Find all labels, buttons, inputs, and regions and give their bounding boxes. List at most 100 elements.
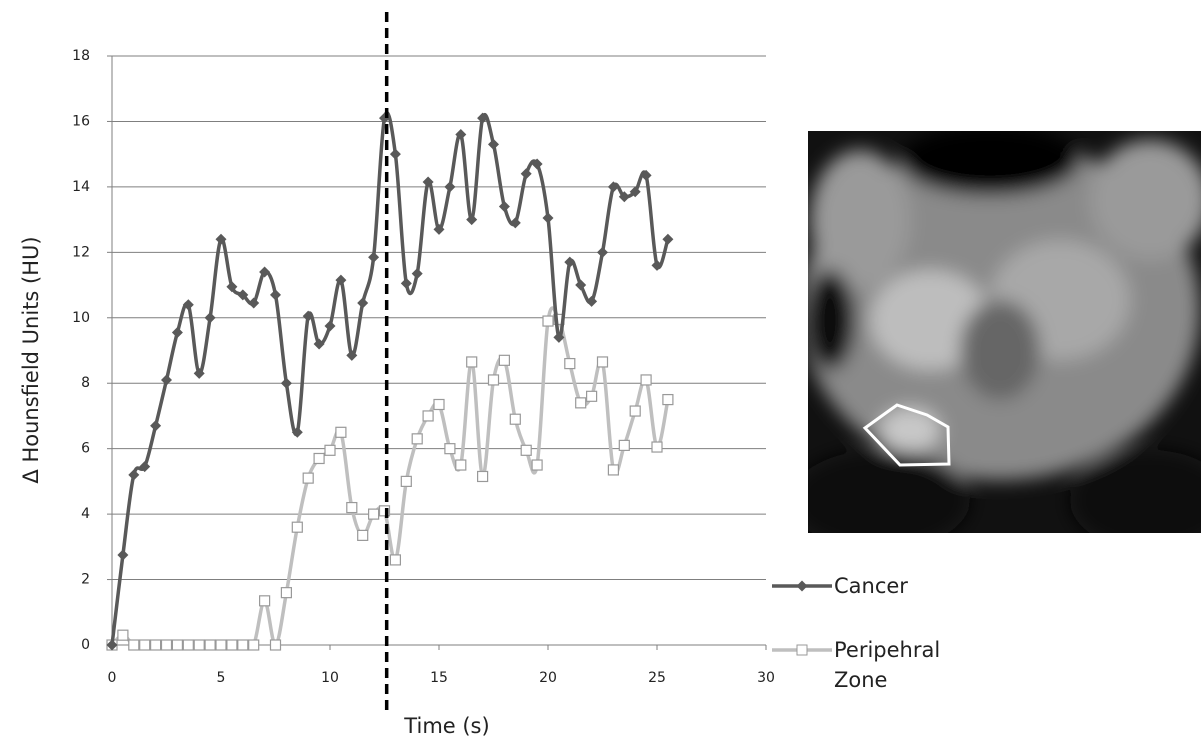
marker <box>467 357 477 367</box>
marker <box>412 434 422 444</box>
x-axis-label: Time (s) <box>403 714 489 738</box>
y-tick-label: 10 <box>72 310 90 326</box>
marker <box>314 453 324 463</box>
marker <box>336 427 346 437</box>
marker <box>128 469 139 480</box>
marker <box>216 640 226 650</box>
marker <box>281 378 292 389</box>
marker <box>172 640 182 650</box>
marker <box>117 550 128 561</box>
marker <box>598 357 608 367</box>
marker <box>369 509 379 519</box>
marker <box>390 555 400 565</box>
marker <box>412 268 423 279</box>
marker <box>510 414 520 424</box>
marker <box>205 312 216 323</box>
marker <box>172 327 183 338</box>
marker <box>641 375 651 385</box>
marker <box>489 375 499 385</box>
marker <box>358 530 368 540</box>
x-tick-label: 5 <box>217 670 226 686</box>
marker <box>270 289 281 300</box>
y-tick-label: 4 <box>81 506 90 522</box>
marker <box>390 149 401 160</box>
marker <box>576 398 586 408</box>
x-tick-label: 10 <box>321 670 339 686</box>
marker <box>140 640 150 650</box>
marker <box>575 280 586 291</box>
marker <box>445 444 455 454</box>
y-tick-label: 18 <box>72 48 90 64</box>
x-tick-label: 20 <box>539 670 557 686</box>
marker <box>303 473 313 483</box>
legend-label: Cancer <box>834 571 964 601</box>
x-tick-label: 15 <box>430 670 448 686</box>
x-tick-label: 30 <box>757 670 775 686</box>
chart: Time (s) Δ Hounsfield Units (HU) 0 2 4 6 8 10… <box>0 0 1201 742</box>
marker <box>543 316 553 326</box>
marker <box>521 168 532 179</box>
marker <box>347 503 357 513</box>
marker <box>150 420 161 431</box>
marker <box>357 298 368 309</box>
marker <box>662 234 673 245</box>
marker <box>401 278 412 289</box>
y-tick-label: 16 <box>72 113 90 129</box>
marker <box>478 471 488 481</box>
marker <box>194 640 204 650</box>
marker <box>444 181 455 192</box>
marker <box>532 460 542 470</box>
marker <box>521 445 531 455</box>
marker <box>183 640 193 650</box>
marker <box>227 640 237 650</box>
ct-image <box>790 125 1201 550</box>
marker <box>488 139 499 150</box>
marker <box>597 247 608 258</box>
marker <box>587 391 597 401</box>
page: Time (s) Δ Hounsfield Units (HU) 0 2 4 6 8 10… <box>0 0 1201 742</box>
marker <box>325 445 335 455</box>
y-tick-label: 2 <box>81 572 90 588</box>
marker <box>565 359 575 369</box>
marker <box>608 465 618 475</box>
marker <box>663 395 673 405</box>
marker <box>630 406 640 416</box>
marker <box>248 298 259 309</box>
marker <box>129 640 139 650</box>
marker <box>325 320 336 331</box>
marker <box>423 411 433 421</box>
marker <box>499 355 509 365</box>
marker <box>510 217 521 228</box>
x-tick-label: 0 <box>108 670 117 686</box>
marker <box>238 640 248 650</box>
y-tick-label: 14 <box>72 179 90 195</box>
marker <box>543 212 554 223</box>
marker <box>281 588 291 598</box>
marker <box>151 640 161 650</box>
marker <box>401 476 411 486</box>
y-tick-label: 6 <box>81 441 90 457</box>
y-tick-label: 0 <box>81 637 90 653</box>
marker <box>292 522 302 532</box>
marker <box>619 440 629 450</box>
marker <box>162 640 172 650</box>
marker <box>161 374 172 385</box>
marker <box>652 442 662 452</box>
marker <box>260 596 270 606</box>
marker <box>118 630 128 640</box>
legend-marker <box>797 645 807 655</box>
x-tick-label: 25 <box>648 670 666 686</box>
marker <box>456 460 466 470</box>
y-tick-label: 12 <box>72 244 90 260</box>
legend-marker <box>797 581 808 592</box>
marker <box>368 252 379 263</box>
marker <box>249 640 259 650</box>
marker <box>434 399 444 409</box>
marker <box>205 640 215 650</box>
marker <box>271 640 281 650</box>
marker <box>466 214 477 225</box>
y-tick-label: 8 <box>81 375 90 391</box>
marker <box>499 201 510 212</box>
legend-label: Peripehral Zone <box>834 635 964 695</box>
y-axis-label: Δ Hounsfield Units (HU) <box>19 236 43 483</box>
